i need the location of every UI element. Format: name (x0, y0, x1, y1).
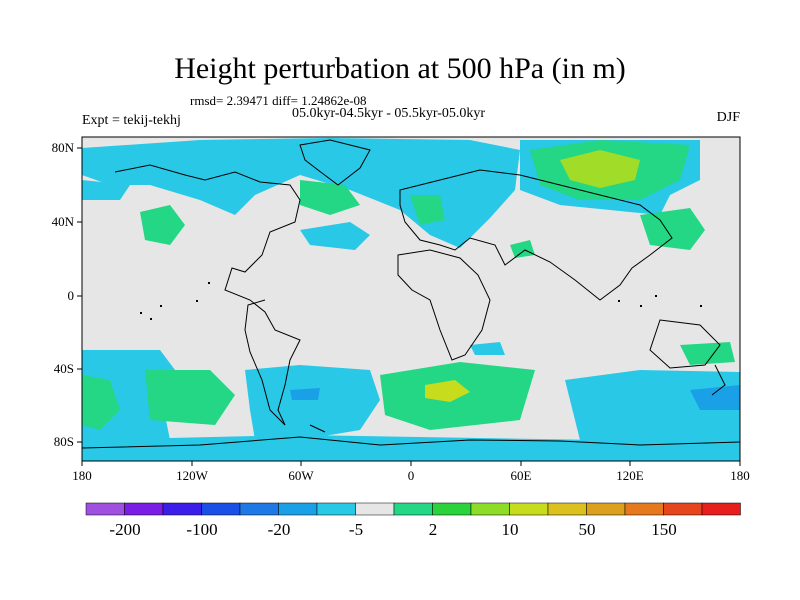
green-region-middle-east (510, 240, 535, 258)
blue-region-southern-ocean (565, 370, 740, 440)
lat-tick-label: 80S (53, 434, 74, 449)
green-region-europe (410, 195, 445, 225)
blue-region-south-america (245, 365, 380, 440)
lon-tick-label: 60W (288, 468, 314, 483)
experiment-label: Expt = tekij-tekhj (82, 113, 181, 128)
colorbar-swatch (624, 502, 664, 516)
colorbar (85, 502, 741, 516)
colorbar-swatch (278, 502, 318, 516)
lon-tick-label: 180 (72, 468, 92, 483)
mid-blue-region-southern-ocean (690, 385, 740, 410)
blue-region-north-atlantic (300, 222, 370, 250)
colorbar-label: -20 (267, 520, 291, 539)
green-region-south-pacific-west (82, 375, 120, 430)
colorbar-swatch (393, 502, 433, 516)
stats-label: rmsd= 2.39471 diff= 1.24862e-08 (190, 93, 367, 108)
colorbar-swatch (432, 502, 472, 516)
colorbar-swatch (316, 502, 356, 516)
green-region-south-pacific (145, 370, 235, 425)
lat-tick-label: 40S (53, 361, 74, 376)
green-region-japan (640, 208, 705, 250)
period-label: 05.0kyr-04.5kyr - 05.5kyr-05.0kyr (292, 106, 486, 121)
blue-region-arctic-edge (82, 180, 130, 200)
colorbar-swatch (470, 502, 510, 516)
colorbar-label: -5 (348, 520, 364, 539)
map-title: Height perturbation at 500 hPa (in m) (174, 52, 626, 85)
green-region-tasman (680, 342, 735, 365)
lon-tick-label: 120W (176, 468, 208, 483)
season-label: DJF (716, 110, 740, 125)
colorbar-swatch (162, 502, 202, 516)
axis-ticks (77, 147, 741, 466)
colorbar-swatch (85, 502, 125, 516)
lon-tick-label: 180 (730, 468, 750, 483)
lat-tick-label: 40N (51, 214, 74, 229)
colorbar-label: -100 (186, 520, 218, 539)
colorbar-swatch (239, 502, 279, 516)
colorbar-swatch (701, 502, 741, 516)
island-dots (140, 282, 702, 320)
colorbar-swatch (509, 502, 549, 516)
colorbar-label: 10 (501, 520, 519, 539)
lat-tick-label: 0 (67, 288, 75, 303)
green-region-north-america (300, 180, 360, 215)
colorbar-label: 50 (578, 520, 596, 539)
colorbar-swatch (547, 502, 587, 516)
colorbar-label: -200 (109, 520, 141, 539)
colorbar-label: 2 (428, 520, 438, 539)
colorbar-swatch (355, 502, 395, 516)
colorbar-swatch (586, 502, 626, 516)
yellow-region-south-atlantic (425, 380, 470, 402)
yellow-region-siberia (560, 150, 640, 188)
green-region-north-pacific (140, 205, 185, 245)
colorbar-swatch (663, 502, 703, 516)
blue-region-indian-ocean (470, 342, 505, 355)
map-field (82, 137, 740, 461)
lat-tick-label: 80N (51, 140, 74, 155)
coastlines (82, 139, 740, 449)
colorbar-swatch (201, 502, 241, 516)
lon-tick-label: 120E (616, 468, 644, 483)
colorbar-label: 150 (651, 520, 677, 539)
lon-tick-label: 60E (510, 468, 532, 483)
lon-tick-label: 0 (407, 468, 415, 483)
blue-region-arctic (82, 138, 520, 248)
mid-blue-region-chile (290, 388, 320, 400)
colorbar-swatch (124, 502, 164, 516)
